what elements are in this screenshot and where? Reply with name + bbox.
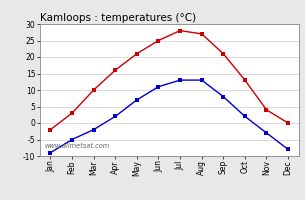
Text: www.allmetsat.com: www.allmetsat.com [45,143,110,149]
Text: Kamloops : temperatures (°C): Kamloops : temperatures (°C) [40,13,196,23]
